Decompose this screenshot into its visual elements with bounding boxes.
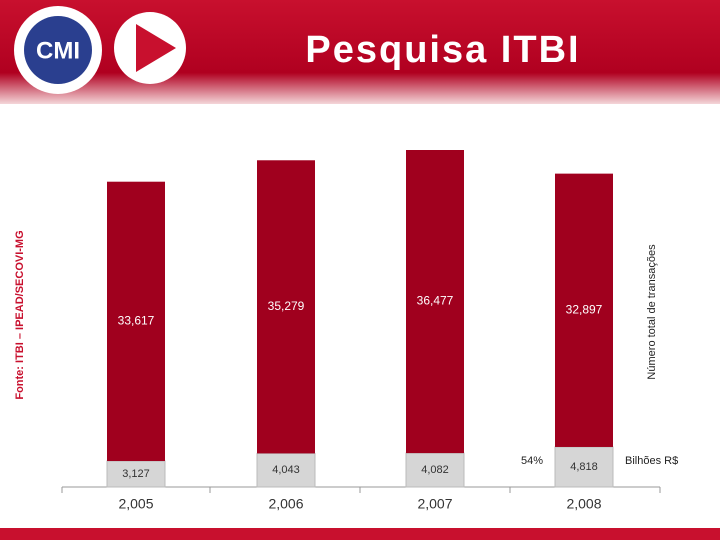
data-label: 35,279 [268, 299, 305, 313]
logo-play-arrow [136, 24, 176, 72]
bar-segment [555, 173, 613, 447]
x-tick-label: 2,006 [268, 496, 303, 512]
data-label: 33,617 [118, 314, 155, 328]
data-label: 36,477 [417, 294, 454, 308]
bar-segment [107, 181, 165, 462]
x-tick-label: 2,005 [118, 496, 153, 512]
footer-band [0, 528, 720, 540]
data-label: 4,043 [272, 464, 300, 476]
data-label: 32,897 [566, 302, 603, 316]
logo-disc [24, 16, 92, 84]
series-label: Bilhões R$ [625, 455, 678, 467]
bar-segment [406, 150, 464, 454]
bar-segment [256, 452, 316, 488]
data-label: 4,818 [570, 461, 598, 473]
bar-segment [554, 446, 614, 488]
annotation: 54% [521, 455, 543, 467]
bar-segment [257, 160, 315, 454]
x-tick-label: 2,007 [417, 496, 452, 512]
title: Pesquisa ITBI [305, 29, 580, 71]
data-label: 4,082 [421, 464, 449, 476]
data-label: 3,127 [122, 468, 150, 480]
source-note: Fonte: ITBI – IPEAD/SECOVI-MG [14, 230, 26, 399]
x-tick-label: 2,008 [566, 496, 601, 512]
logo-text: CMI [36, 37, 80, 64]
series-label: Número total de transações [646, 244, 658, 380]
